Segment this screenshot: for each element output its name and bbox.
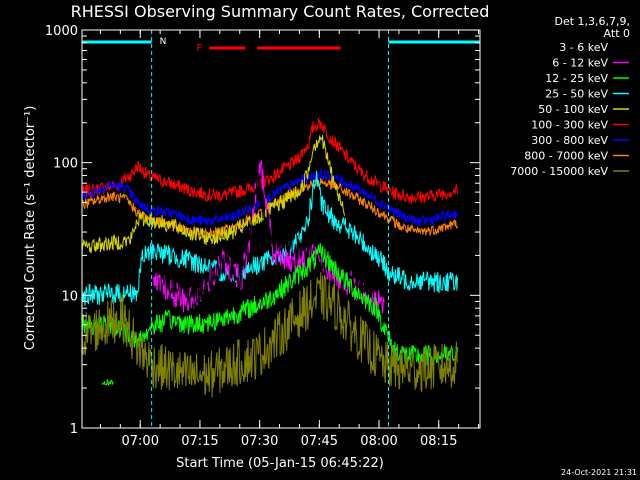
legend-entry-label: 7000 - 15000 keV (510, 165, 608, 178)
series-line-3-6-kev (137, 172, 385, 378)
legend-header: Det 1,3,6,7,9, (554, 15, 630, 28)
plot-frame (81, 29, 481, 429)
legend: Det 1,3,6,7,9,Att 03 - 6 keV 6 - 12 keV 12… (510, 15, 630, 178)
series-segment-extra (101, 378, 114, 386)
axes-layer: 1 10 100 1000 07:00 07:15 07:30 07:45 08:00 08:15 (45, 24, 481, 449)
y-tick-label: 1 (70, 422, 78, 437)
series-line-25-50-kev (82, 170, 458, 306)
series-line-7000-15000-kev (82, 272, 458, 398)
legend-entry-label: 3 - 6 keV (559, 41, 608, 54)
legend-entry-label: 100 - 300 keV (531, 119, 608, 132)
series-line-100-300-kev (82, 117, 458, 204)
legend-entry-label: 25 - 50 keV (545, 88, 608, 101)
legend-entry-label: 300 - 800 keV (531, 134, 608, 147)
y-tick-label: 100 (53, 157, 78, 172)
x-tick-label: 07:30 (241, 434, 278, 449)
series-line-300-800-kev (82, 168, 458, 227)
chart-title: RHESSI Observing Summary Count Rates, Co… (71, 2, 490, 21)
series-line-12-25-kev (82, 242, 458, 367)
legend-entry-label: 50 - 100 keV (538, 103, 608, 116)
legend-entry-label: 6 - 12 keV (552, 57, 608, 70)
x-tick-label: 08:15 (420, 434, 457, 449)
night-label: N (160, 37, 167, 47)
x-tick-label: 07:45 (301, 434, 338, 449)
x-tick-label: 07:15 (181, 434, 218, 449)
series-line-50-100-kev (82, 134, 346, 256)
x-tick-label: 07:00 (122, 434, 159, 449)
flags-layer: NF (82, 30, 480, 428)
x-axis-label: Start Time (05-Jan-15 06:45:22) (176, 456, 384, 471)
y-tick-label: 10 (61, 289, 78, 304)
footer-timestamp: 24-Oct-2021 21:31 (561, 468, 637, 477)
series-layer (82, 117, 458, 398)
y-tick-label: 1000 (45, 24, 78, 39)
legend-entry-label: 12 - 25 keV (545, 72, 608, 85)
x-tick-label: 08:00 (360, 434, 397, 449)
legend-entry-label: 800 - 7000 keV (524, 150, 608, 163)
y-axis-label: Corrected Count Rate (s⁻¹ detector⁻¹) (23, 106, 38, 351)
flare-label: F (196, 43, 202, 54)
legend-header: Att 0 (604, 27, 630, 40)
